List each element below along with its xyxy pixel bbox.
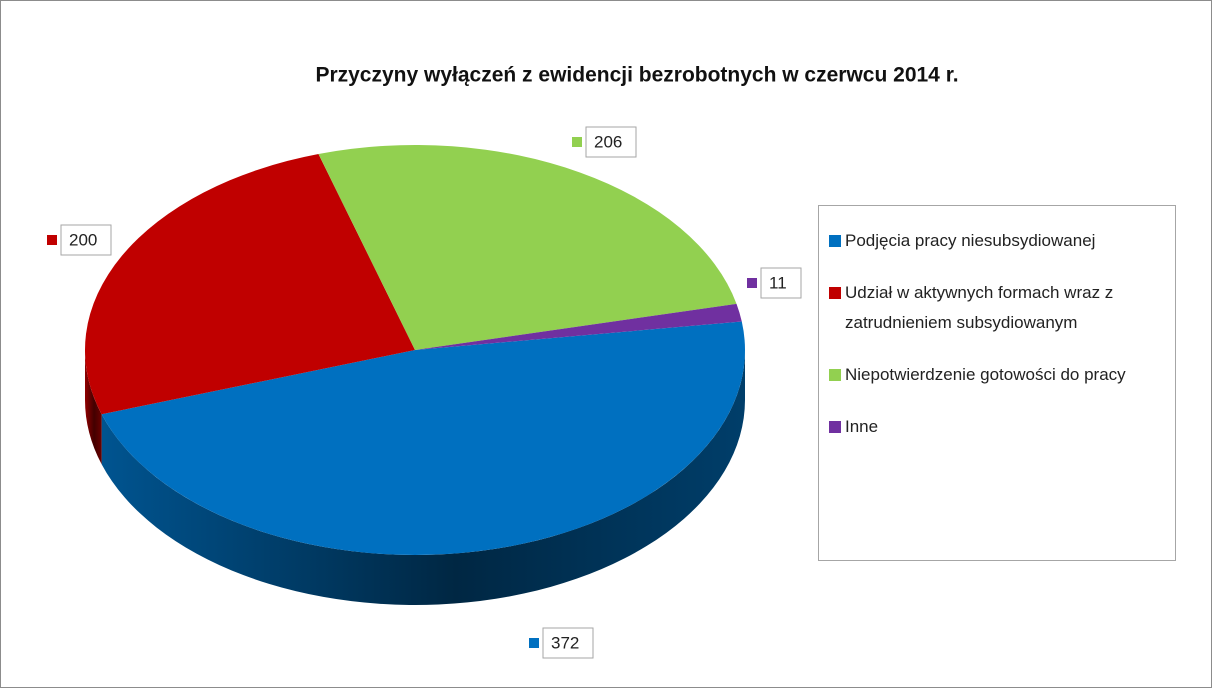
pie-slice <box>415 303 742 350</box>
pie-side <box>85 350 102 465</box>
data-label: 372 <box>551 633 579 652</box>
data-label: 11 <box>769 273 787 292</box>
legend-item: Podjęcia pracy niesubsydiowanej <box>829 226 1165 256</box>
data-label-key <box>572 137 582 147</box>
legend-label: Niepotwierdzenie gotowości do pracy <box>845 365 1126 384</box>
data-label-box <box>760 267 802 299</box>
legend-item: Udział w aktywnych formach wraz z zatrud… <box>829 278 1165 338</box>
chart-title: Przyczyny wyłączeń z ewidencji bezrobotn… <box>315 64 958 87</box>
legend-item: Inne <box>829 412 1165 442</box>
data-label-box <box>585 126 637 158</box>
legend-swatch <box>829 287 841 299</box>
data-label-key <box>529 638 539 648</box>
legend: Podjęcia pracy niesubsydiowanej Udział w … <box>818 205 1176 561</box>
pie-side <box>101 350 746 605</box>
pie-slice <box>318 145 737 350</box>
legend-swatch <box>829 235 841 247</box>
legend-label: Udział w aktywnych formach wraz z zatrud… <box>845 283 1114 332</box>
data-label-box <box>60 224 112 256</box>
data-label: 206 <box>594 132 622 151</box>
legend-swatch <box>829 369 841 381</box>
data-label-key <box>47 235 57 245</box>
legend-item: Niepotwierdzenie gotowości do pracy <box>829 360 1165 390</box>
pie-slice <box>85 153 415 415</box>
legend-label: Podjęcia pracy niesubsydiowanej <box>845 231 1096 250</box>
data-label: 200 <box>69 230 97 249</box>
legend-swatch <box>829 421 841 433</box>
legend-label: Inne <box>845 417 879 436</box>
pie-slice <box>101 321 746 555</box>
data-label-box <box>542 627 594 659</box>
data-label-key <box>747 278 757 288</box>
